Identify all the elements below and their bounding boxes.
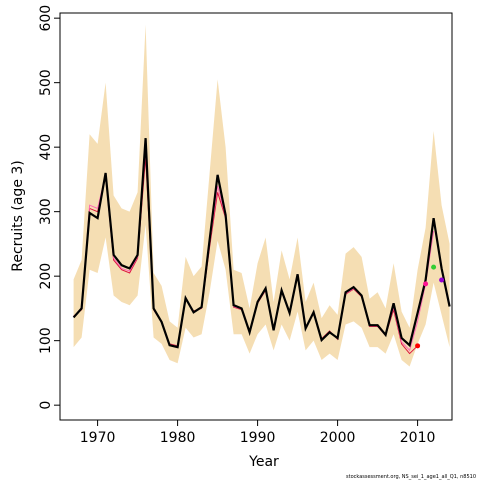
end-point: [439, 277, 445, 283]
y-tick-label: 0: [38, 401, 54, 410]
x-tick-label: 1980: [160, 430, 196, 446]
x-tick-label: 2010: [400, 430, 436, 446]
y-axis-label: Recruits (age 3): [10, 160, 26, 272]
x-tick-label: 1970: [80, 430, 116, 446]
plot-frame: [59, 12, 453, 421]
end-point: [431, 264, 437, 270]
y-tick-label: 300: [38, 198, 54, 225]
y-tick-label: 600: [38, 5, 54, 32]
series-line: [72, 138, 451, 349]
x-tick-label: 1990: [240, 430, 276, 446]
y-tick-label: 200: [38, 263, 54, 290]
x-tick-label: 2000: [320, 430, 356, 446]
x-axis-label: Year: [248, 454, 279, 470]
confidence-band: [73, 24, 450, 367]
footnote: stockassessment.org, NS_sei_1_age1_all_Q…: [346, 474, 476, 480]
end-point: [415, 343, 421, 349]
y-tick-label: 400: [38, 134, 54, 161]
end-point: [423, 281, 429, 287]
y-tick-label: 500: [38, 69, 54, 96]
y-tick-label: 100: [38, 327, 54, 354]
